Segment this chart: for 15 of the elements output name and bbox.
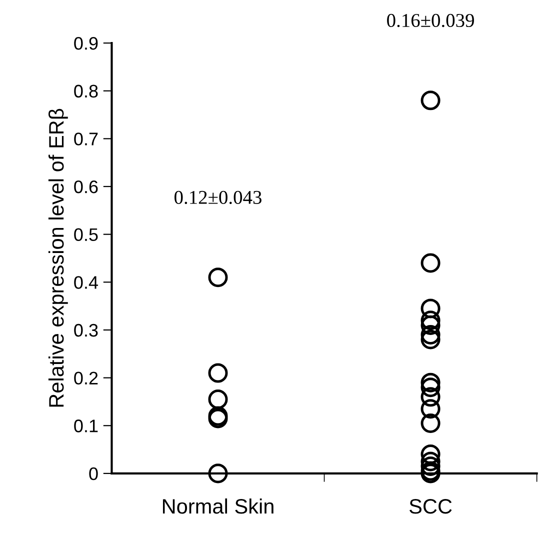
y-tick-label: 0.1 bbox=[74, 420, 98, 432]
y-tick-label: 0.3 bbox=[74, 324, 98, 337]
y-tick-label: 0.7 bbox=[74, 132, 98, 146]
y-axis-title: Relative expression level of ERβ bbox=[48, 108, 68, 407]
text: 0.16±0.039 bbox=[387, 14, 474, 28]
y-tick-label: 0.9 bbox=[74, 36, 98, 50]
y-tick-label: 0.5 bbox=[74, 228, 98, 242]
y-tick-label: 0.8 bbox=[74, 84, 98, 98]
y-tick-label: 0.4 bbox=[74, 276, 98, 289]
x-tick-label: Normal Skin bbox=[162, 498, 274, 514]
y-tick-label: 0.6 bbox=[74, 180, 98, 194]
annotation: 0.12±0.043 bbox=[174, 190, 262, 204]
y-tick-label: 0 bbox=[89, 467, 98, 480]
y-tick-label: 0.2 bbox=[74, 372, 98, 385]
x-tick-label: SCC bbox=[410, 498, 452, 514]
